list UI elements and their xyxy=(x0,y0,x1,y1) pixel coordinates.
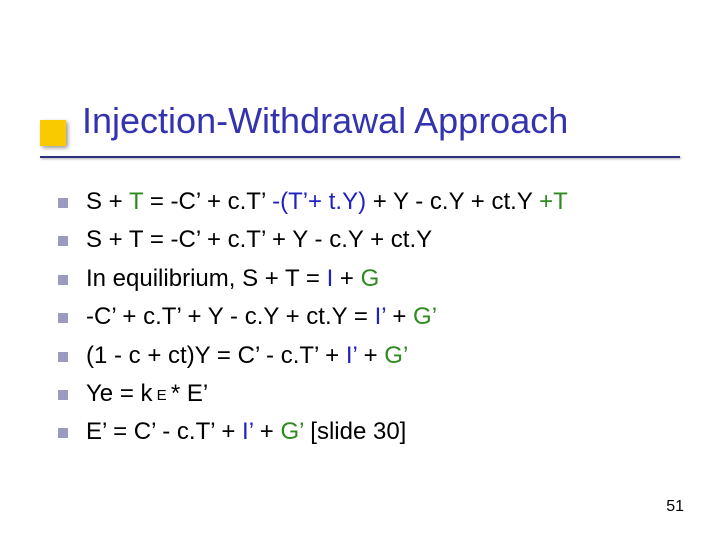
text-segment: (1 - c + ct)Y = C’ - c.T’ + xyxy=(86,342,346,369)
text-segment: -C’ + c.T’ + Y - c.Y + ct.Y = xyxy=(86,303,375,330)
text-segment: E’ = C’ - c.T’ + xyxy=(86,418,242,445)
text-segment: G’ xyxy=(281,418,304,445)
bullet-text: (1 - c + ct)Y = C’ - c.T’ + I’ + G’ xyxy=(86,340,408,372)
slide-number: 51 xyxy=(666,498,684,516)
text-segment: G’ xyxy=(413,303,437,330)
bullet-marker-icon xyxy=(58,275,68,285)
text-segment: * E’ xyxy=(171,380,208,407)
bullet-text: In equilibrium, S + T = I + G xyxy=(86,263,379,295)
text-segment: + xyxy=(253,418,280,445)
text-segment: + xyxy=(333,265,360,292)
bullet-marker-icon xyxy=(58,428,68,438)
bullet-marker-icon xyxy=(58,236,68,246)
slide: Injection-Withdrawal Approach S + T = -C… xyxy=(0,0,720,540)
bullet-row: S + T = -C’ + c.T’ + Y - c.Y + ct.Y xyxy=(58,224,678,256)
bullet-marker-icon xyxy=(58,313,68,323)
bullet-text: -C’ + c.T’ + Y - c.Y + ct.Y = I’ + G’ xyxy=(86,301,437,333)
text-segment: T xyxy=(129,188,143,215)
accent-box xyxy=(40,120,66,146)
text-segment: G’ xyxy=(384,342,408,369)
bullet-text: S + T = -C’ + c.T’ -(T’+ t.Y) + Y - c.Y … xyxy=(86,186,568,218)
text-segment: I’ xyxy=(346,342,357,369)
text-segment: Ye = k xyxy=(86,380,153,407)
text-segment: G xyxy=(361,265,380,292)
text-segment: I’ xyxy=(375,303,386,330)
text-segment: E xyxy=(153,387,171,404)
bullet-text: Ye = k E * E’ xyxy=(86,378,208,410)
bullet-row: Ye = k E * E’ xyxy=(58,378,678,410)
text-segment: + xyxy=(386,303,413,330)
text-segment: + xyxy=(357,342,384,369)
text-segment: I’ xyxy=(242,418,253,445)
bullet-row: E’ = C’ - c.T’ + I’ + G’ [slide 30] xyxy=(58,416,678,448)
bullet-list: S + T = -C’ + c.T’ -(T’+ t.Y) + Y - c.Y … xyxy=(58,186,678,455)
text-segment: S + T = -C’ + c.T’ + Y - c.Y + ct.Y xyxy=(86,226,432,253)
bullet-row: (1 - c + ct)Y = C’ - c.T’ + I’ + G’ xyxy=(58,340,678,372)
bullet-marker-icon xyxy=(58,198,68,208)
title-underline xyxy=(40,156,680,158)
bullet-row: S + T = -C’ + c.T’ -(T’+ t.Y) + Y - c.Y … xyxy=(58,186,678,218)
bullet-marker-icon xyxy=(58,390,68,400)
bullet-text: S + T = -C’ + c.T’ + Y - c.Y + ct.Y xyxy=(86,224,432,256)
slide-title: Injection-Withdrawal Approach xyxy=(82,100,568,142)
text-segment: S + xyxy=(86,188,129,215)
text-segment: In equilibrium, S + T = xyxy=(86,265,327,292)
bullet-text: E’ = C’ - c.T’ + I’ + G’ [slide 30] xyxy=(86,416,406,448)
text-segment: [slide 30] xyxy=(304,418,407,445)
bullet-row: -C’ + c.T’ + Y - c.Y + ct.Y = I’ + G’ xyxy=(58,301,678,333)
text-segment: +T xyxy=(539,188,568,215)
text-segment: -(T’+ t.Y) xyxy=(272,188,366,215)
text-segment: = -C’ + c.T’ xyxy=(143,188,272,215)
bullet-row: In equilibrium, S + T = I + G xyxy=(58,263,678,295)
text-segment: + Y - c.Y + ct.Y xyxy=(366,188,539,215)
bullet-marker-icon xyxy=(58,352,68,362)
